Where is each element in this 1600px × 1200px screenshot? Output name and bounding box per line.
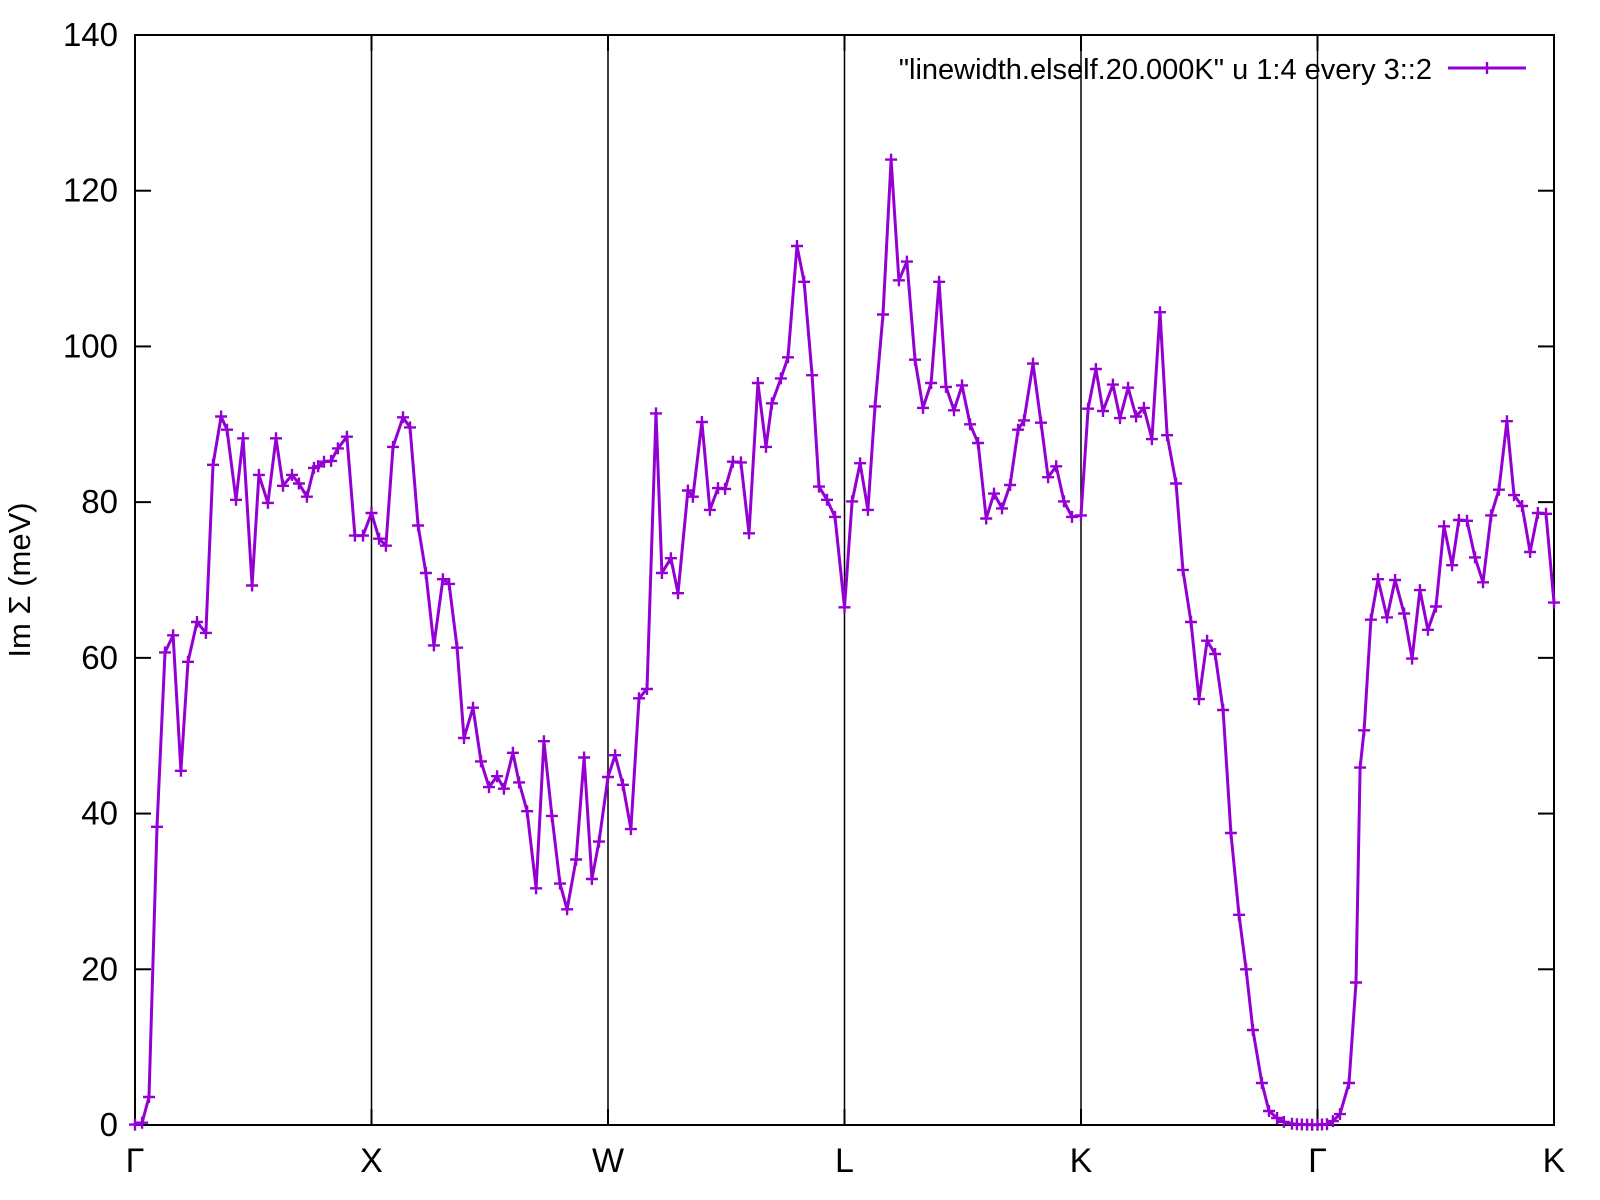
x-tick-label: W: [592, 1142, 624, 1180]
x-tick-label: K: [1070, 1142, 1093, 1180]
y-tick-label: 80: [81, 483, 118, 520]
y-tick-label: 0: [100, 1106, 118, 1143]
legend-plus-marker-icon: [1481, 62, 1493, 74]
legend: "linewidth.elself.20.000K" u 1:4 every 3…: [899, 54, 1526, 86]
x-tick-label: L: [835, 1142, 854, 1180]
y-tick-label: 120: [63, 172, 118, 209]
y-tick-label: 60: [81, 639, 118, 676]
x-tick-label: X: [360, 1142, 383, 1180]
y-tick-label: 20: [81, 950, 118, 987]
gridlines: [370, 35, 1319, 1125]
y-axis-tick-labels: 0 20 40 60 80 100 120 140: [63, 16, 118, 1143]
y-tick-label: 100: [63, 327, 118, 364]
series-plus-markers: [129, 153, 1560, 1131]
data-series: [129, 153, 1560, 1131]
y-tick-label: 140: [63, 16, 118, 53]
plot-border: [134, 34, 1555, 1126]
x-tick-label: K: [1543, 1142, 1566, 1180]
y-tick-label: 40: [81, 795, 118, 832]
x-tick-label: Γ: [126, 1142, 145, 1180]
legend-label: "linewidth.elself.20.000K" u 1:4 every 3…: [899, 54, 1432, 86]
x-tick-label: Γ: [1308, 1142, 1327, 1180]
y-axis-title: Im Σ (meV): [2, 502, 37, 657]
